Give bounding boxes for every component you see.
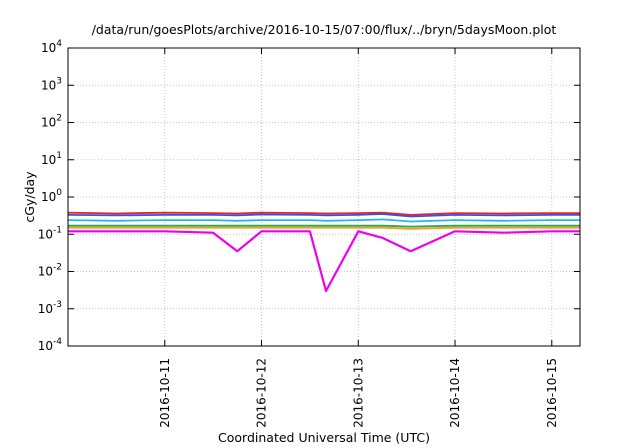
- x-axis: 2016-10-11 2016-10-12 2016-10-13 2016-10-14…: [158, 48, 559, 428]
- series-line-3: [67, 218, 580, 223]
- y-tick-label: 101: [41, 151, 62, 167]
- series-lines: [67, 211, 580, 293]
- grid: [68, 48, 580, 346]
- x-tick-label: 2016-10-11: [158, 358, 172, 428]
- series-line-1: [67, 211, 580, 216]
- series-line-6: [68, 230, 580, 293]
- y-tick-label: 104: [41, 39, 62, 55]
- y-tick-label: 10-2: [38, 263, 62, 279]
- series-line-2: [67, 213, 580, 218]
- x-tick-label: 2016-10-15: [545, 358, 559, 428]
- series-line-5: [68, 226, 580, 230]
- y-axis: 10-4 10-3 10-2 10-1 100 101 102 103 104: [38, 39, 580, 353]
- x-axis-label: Coordinated Universal Time (UTC): [218, 430, 430, 445]
- y-tick-label: 10-3: [38, 300, 62, 316]
- x-tick-label: 2016-10-12: [255, 358, 269, 428]
- y-axis-label: cGy/day: [22, 171, 37, 223]
- y-tick-label: 102: [41, 114, 62, 130]
- x-tick-label: 2016-10-14: [448, 358, 462, 428]
- y-tick-label: 103: [41, 76, 62, 92]
- series-line-4: [68, 224, 580, 228]
- y-tick-label: 10-1: [38, 225, 62, 241]
- y-tick-label: 100: [41, 188, 62, 204]
- chart-title: /data/run/goesPlots/archive/2016-10-15/0…: [92, 22, 557, 37]
- y-tick-label: 10-4: [38, 337, 63, 353]
- x-tick-label: 2016-10-13: [351, 358, 365, 428]
